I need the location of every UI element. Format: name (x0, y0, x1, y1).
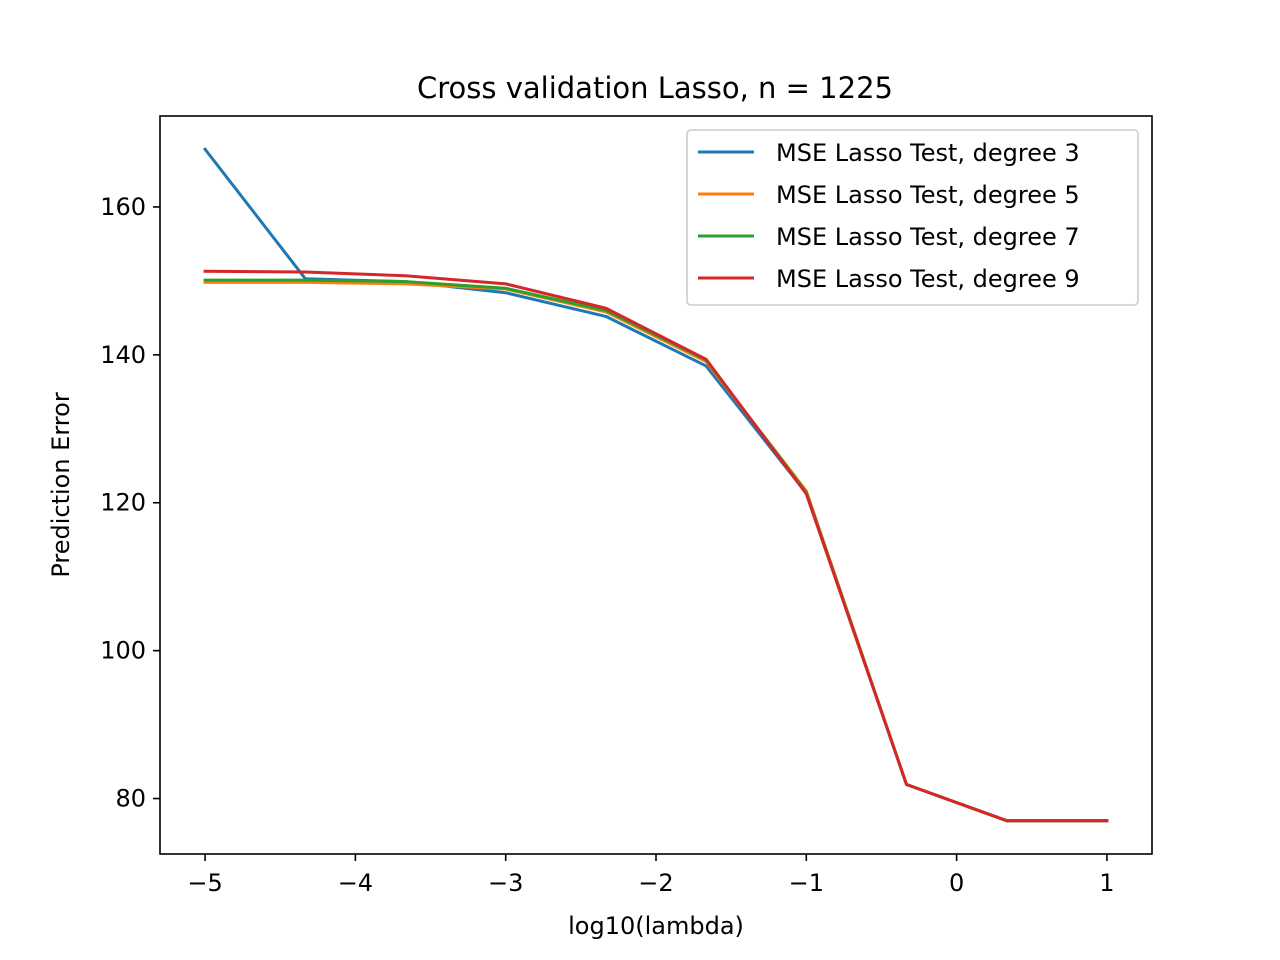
legend-items: MSE Lasso Test, degree 3 MSE Lasso Test, … (698, 139, 1080, 293)
y-tick-label: 100 (100, 637, 146, 665)
x-tick-label: −3 (488, 869, 523, 897)
x-tick-label: −4 (338, 869, 373, 897)
x-tick-label: 1 (1099, 869, 1114, 897)
x-tick-label: −5 (187, 869, 222, 897)
x-axis-ticks: −5 −4 −3 −2 −1 0 1 (187, 854, 1115, 897)
series-line-degree-9 (203, 269, 1109, 823)
legend-label: MSE Lasso Test, degree 5 (776, 181, 1080, 209)
x-axis-label: log10(lambda) (568, 912, 744, 940)
y-tick-label: 160 (100, 193, 146, 221)
y-tick-label: 80 (115, 785, 146, 813)
x-tick-label: −1 (789, 869, 824, 897)
y-tick-label: 140 (100, 341, 146, 369)
legend-label: MSE Lasso Test, degree 9 (776, 265, 1080, 293)
chart-title: Cross validation Lasso, n = 1225 (417, 71, 893, 105)
y-axis-ticks: 80 100 120 140 160 (100, 193, 160, 813)
x-tick-label: 0 (949, 869, 964, 897)
legend-label: MSE Lasso Test, degree 3 (776, 139, 1080, 167)
x-tick-label: −2 (638, 869, 673, 897)
legend-label: MSE Lasso Test, degree 7 (776, 223, 1080, 251)
y-axis-label: Prediction Error (47, 392, 75, 577)
series-lines (202, 147, 1109, 823)
legend-box (686, 129, 1139, 306)
legend: MSE Lasso Test, degree 3 MSE Lasso Test, … (686, 129, 1139, 306)
y-tick-label: 120 (100, 489, 146, 517)
